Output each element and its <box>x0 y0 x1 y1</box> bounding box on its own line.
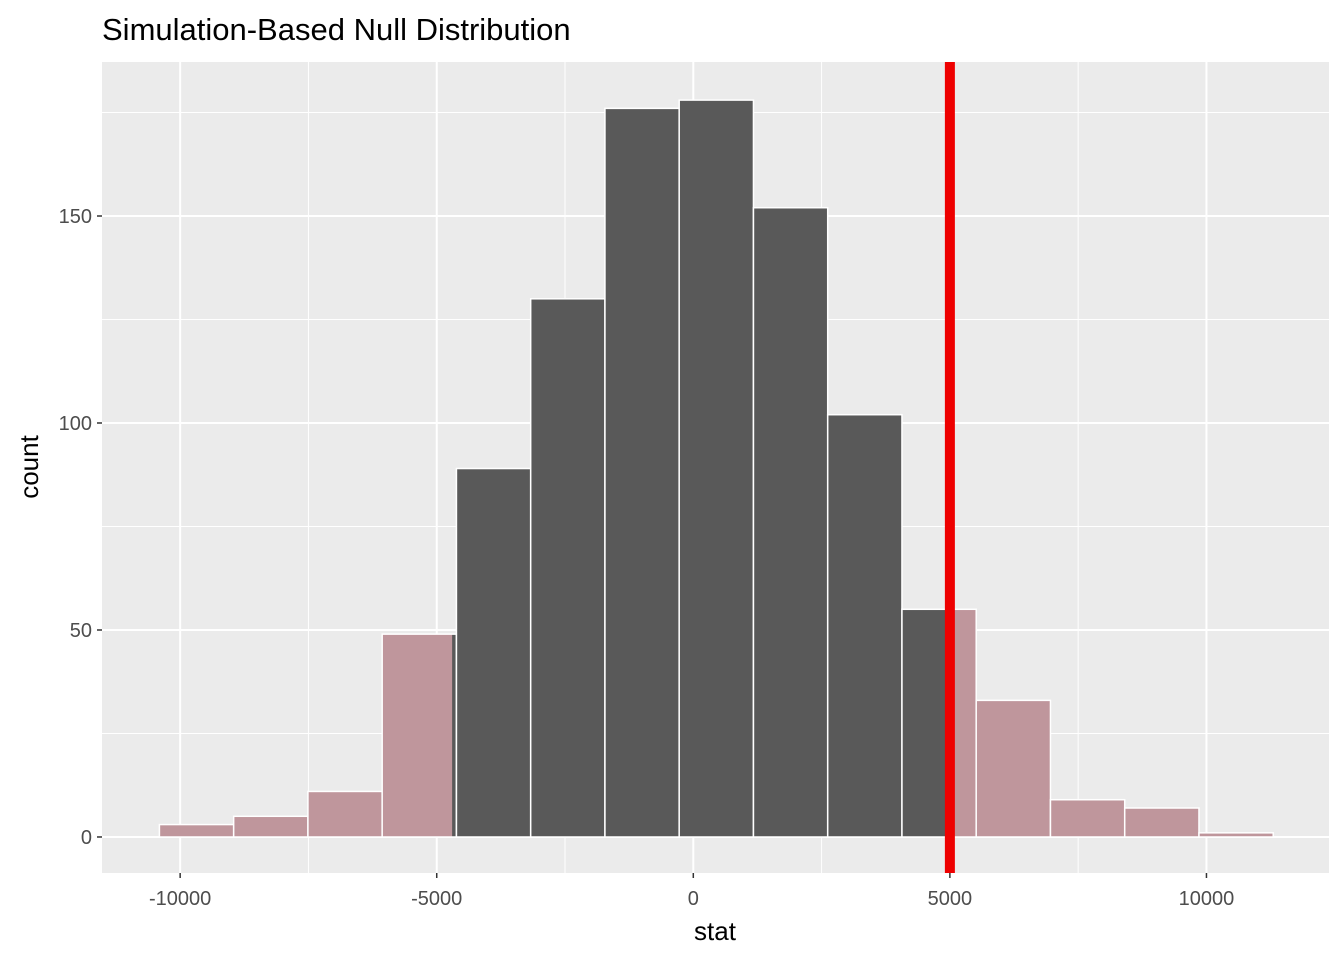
x-tick-label: 0 <box>688 888 699 910</box>
y-tick-label: 100 <box>59 413 92 435</box>
shaded-bar-region <box>159 824 234 837</box>
y-tick-label: 0 <box>81 827 92 849</box>
shaded-bar-region <box>233 816 308 837</box>
shaded-bar-region <box>1124 808 1199 837</box>
shaded-bar-region <box>976 700 1051 837</box>
y-tick-label: 50 <box>70 620 92 642</box>
shaded-bar-region <box>382 634 453 837</box>
x-tick-label: 10000 <box>1179 888 1235 910</box>
histogram-bar <box>753 207 828 837</box>
histogram-bar <box>456 468 531 837</box>
shaded-bar-region <box>1198 832 1274 837</box>
histogram-bar <box>604 108 680 837</box>
histogram-bar <box>679 100 754 837</box>
x-axis-label: stat <box>694 916 737 946</box>
bar-outline <box>1198 832 1274 838</box>
histogram-bar <box>530 298 605 837</box>
x-tick-label: -5000 <box>411 888 462 910</box>
histogram-bar <box>827 414 902 837</box>
x-tick-label: 5000 <box>928 888 973 910</box>
y-axis-label: count <box>14 434 44 498</box>
shaded-bar-region <box>307 791 383 837</box>
shaded-bar-region <box>1050 799 1125 837</box>
bar-outline <box>975 699 1052 838</box>
chart-title: Simulation-Based Null Distribution <box>102 12 571 47</box>
y-tick-label: 150 <box>59 206 92 228</box>
x-tick-label: -10000 <box>149 888 211 910</box>
bar-outline <box>1123 807 1200 838</box>
